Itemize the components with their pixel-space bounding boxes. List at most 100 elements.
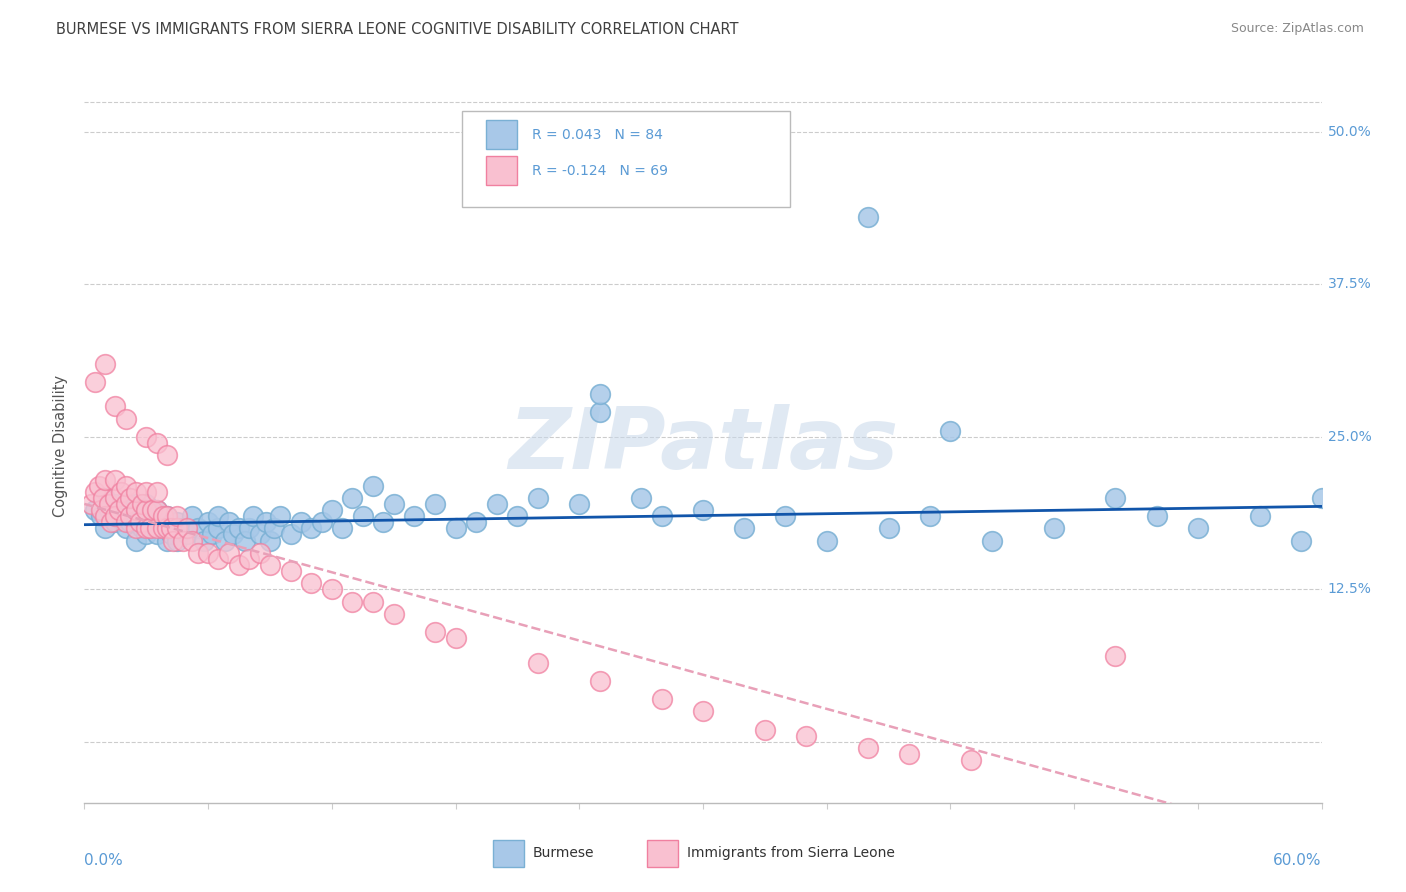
Point <box>290 515 312 529</box>
Text: 50.0%: 50.0% <box>1327 125 1372 139</box>
Point <box>114 515 136 529</box>
Point <box>939 424 962 438</box>
Point <box>187 521 209 535</box>
Point <box>166 509 188 524</box>
Point <box>114 411 136 425</box>
Point <box>104 497 127 511</box>
Point <box>794 729 817 743</box>
Point <box>172 521 194 535</box>
Text: 25.0%: 25.0% <box>1327 430 1372 444</box>
Point <box>218 546 240 560</box>
Point <box>222 527 245 541</box>
Point <box>135 527 157 541</box>
Point <box>423 497 446 511</box>
Point <box>145 527 167 541</box>
Point <box>166 521 188 535</box>
Point <box>145 503 167 517</box>
Point <box>90 509 112 524</box>
Text: Source: ZipAtlas.com: Source: ZipAtlas.com <box>1230 22 1364 36</box>
Point <box>135 509 157 524</box>
Point <box>651 509 673 524</box>
Point <box>145 503 167 517</box>
Point <box>145 436 167 450</box>
Point <box>104 491 127 505</box>
Point <box>145 521 167 535</box>
FancyBboxPatch shape <box>486 120 517 149</box>
Point <box>263 521 285 535</box>
Text: ZIPatlas: ZIPatlas <box>508 404 898 488</box>
Point <box>465 515 488 529</box>
Point <box>207 521 229 535</box>
Point <box>228 558 250 572</box>
Point <box>733 521 755 535</box>
Point <box>207 551 229 566</box>
Point <box>960 753 983 767</box>
FancyBboxPatch shape <box>486 156 517 185</box>
Point <box>589 387 612 401</box>
Point <box>918 509 941 524</box>
Point <box>321 503 343 517</box>
Point <box>193 533 215 548</box>
Point <box>152 521 174 535</box>
Point <box>131 497 153 511</box>
Point <box>1042 521 1064 535</box>
Point <box>160 521 183 535</box>
Point <box>506 509 529 524</box>
Point <box>152 509 174 524</box>
Point <box>94 521 117 535</box>
Point <box>129 515 152 529</box>
Point <box>187 546 209 560</box>
Point <box>280 564 302 578</box>
Point <box>156 533 179 548</box>
Point <box>83 375 105 389</box>
Point <box>692 503 714 517</box>
Point <box>197 515 219 529</box>
Point <box>176 521 198 535</box>
Point <box>1104 649 1126 664</box>
Point <box>172 533 194 548</box>
Point <box>118 491 141 505</box>
Point <box>233 533 256 548</box>
Point <box>218 515 240 529</box>
Point <box>299 521 322 535</box>
Point <box>382 497 405 511</box>
Point <box>87 478 110 492</box>
Point <box>139 521 162 535</box>
Point <box>166 515 188 529</box>
Point <box>444 521 467 535</box>
Point <box>94 473 117 487</box>
Point <box>342 491 364 505</box>
Point <box>361 594 384 608</box>
Point <box>135 503 157 517</box>
Point <box>228 521 250 535</box>
Point <box>160 527 183 541</box>
Point <box>201 527 224 541</box>
Point <box>110 484 132 499</box>
Point <box>156 448 179 462</box>
Point <box>125 533 148 548</box>
Point <box>259 533 281 548</box>
Point <box>404 509 426 524</box>
Point <box>135 484 157 499</box>
Text: Immigrants from Sierra Leone: Immigrants from Sierra Leone <box>688 847 894 861</box>
Point <box>125 503 148 517</box>
Point <box>754 723 776 737</box>
Point <box>311 515 333 529</box>
Point <box>815 533 838 548</box>
Point <box>180 533 202 548</box>
Point <box>630 491 652 505</box>
Point <box>342 594 364 608</box>
Point <box>104 509 127 524</box>
Point <box>589 673 612 688</box>
Point <box>83 503 105 517</box>
Point <box>485 497 508 511</box>
Point <box>114 503 136 517</box>
Point <box>135 497 157 511</box>
Point <box>104 473 127 487</box>
Point <box>94 491 117 505</box>
Point <box>254 515 277 529</box>
Point <box>114 521 136 535</box>
Point <box>568 497 591 511</box>
Text: BURMESE VS IMMIGRANTS FROM SIERRA LEONE COGNITIVE DISABILITY CORRELATION CHART: BURMESE VS IMMIGRANTS FROM SIERRA LEONE … <box>56 22 738 37</box>
Point <box>125 515 148 529</box>
